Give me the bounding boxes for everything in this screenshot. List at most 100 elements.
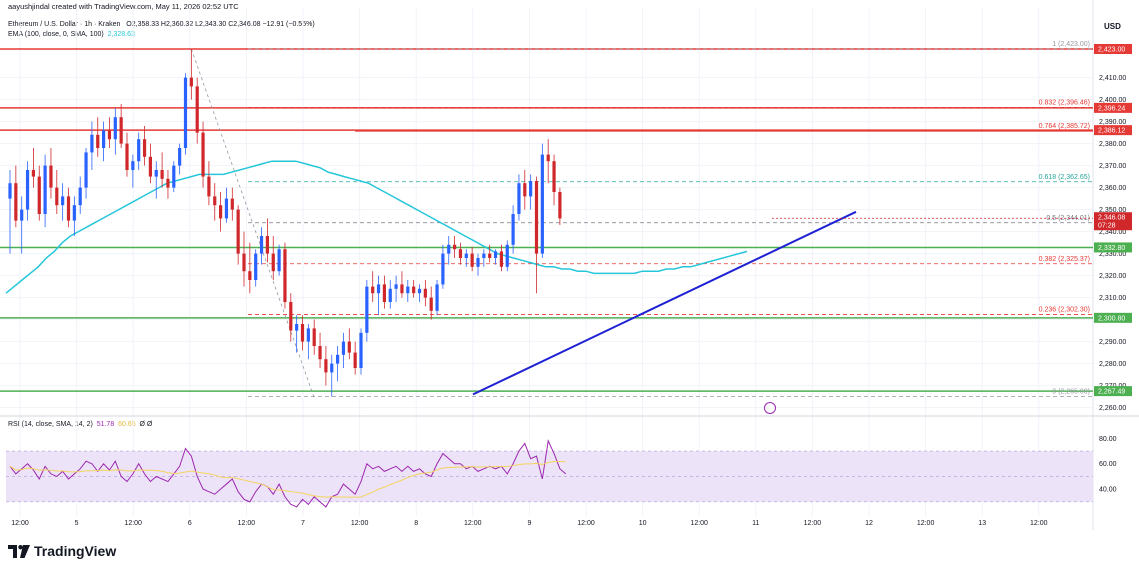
price-tag-bg — [1094, 242, 1132, 253]
candle-body — [371, 286, 375, 294]
candle-body — [300, 324, 305, 342]
fib-level-label: 0.236 (2,302.30) — [1039, 307, 1090, 314]
price-tick-label: 2,310.00 — [1099, 295, 1126, 302]
price-tick-label: 2,340.00 — [1099, 229, 1126, 236]
candle-body — [277, 249, 281, 272]
tradingview-logo-icon — [8, 544, 30, 558]
price-tag-bg — [1094, 312, 1132, 323]
fib-diagonal — [190, 48, 315, 397]
symbol-legend: Ethereum / U.S. Dollar · 1h · Kraken O2,… — [8, 21, 315, 28]
candle-body — [546, 154, 550, 162]
time-axis: 12:00 5 12:00 6 12:00 7 12:00 8 12:00 9 12:00 10 12:… — [11, 520, 1047, 527]
candle-body — [265, 236, 269, 254]
candle-body — [96, 134, 100, 148]
time-tick-label: 12 — [865, 520, 873, 527]
last-price-tag-bg — [1094, 212, 1132, 231]
time-tick-label: 12:00 — [804, 520, 822, 527]
candle-body — [31, 170, 35, 177]
candle-body — [464, 253, 468, 258]
price-tag-bg — [1094, 386, 1132, 397]
rsi-axis: 80.00 60.00 40.00 — [1099, 436, 1117, 494]
time-tick-label: 12:00 — [124, 520, 142, 527]
candle-body — [125, 143, 129, 170]
candle-body — [394, 284, 398, 289]
candle-body — [388, 288, 392, 302]
candle-body — [517, 183, 521, 214]
candle-body — [259, 236, 264, 254]
candle-body — [283, 249, 287, 302]
candle-body — [160, 170, 164, 179]
ohlc-values: O2,358.33 H2,360.32 L2,343.30 C2,346.08 … — [126, 21, 315, 28]
candle-body — [201, 132, 205, 177]
time-tick-label: 8 — [414, 520, 418, 527]
candle-body — [511, 214, 515, 245]
candle-body — [488, 253, 492, 258]
candle-body — [72, 205, 76, 221]
candle-body — [172, 165, 176, 188]
candle-body — [482, 253, 486, 258]
price-tick-label: 2,320.00 — [1099, 273, 1126, 280]
rsi-tick-label: 60.00 — [1099, 461, 1117, 468]
symbol-label[interactable]: Ethereum / U.S. Dollar · 1h · Kraken — [8, 21, 121, 28]
rsi-tick-label: 80.00 — [1099, 436, 1117, 443]
fibonacci-levels: 1 (2,423.00) 0.832 (2,396.46) 0.764 (2,385… — [248, 41, 1093, 398]
candle-body — [347, 341, 351, 353]
time-tick-label: 12:00 — [464, 520, 482, 527]
ema-legend[interactable]: EMA (100, close, 0, SMA, 100) 2,328.63 — [8, 31, 135, 38]
ema-value: 2,328.63 — [107, 31, 135, 38]
candle-body — [458, 249, 463, 258]
candle-body — [43, 165, 47, 214]
candle-body — [107, 130, 112, 140]
candle-body — [14, 183, 18, 221]
fib-level-label: 0.832 (2,396.46) — [1039, 99, 1090, 106]
candle-body — [254, 253, 258, 280]
candle-body — [37, 176, 41, 214]
candle-body — [412, 286, 416, 294]
price-tick-label: 2,370.00 — [1099, 163, 1126, 170]
candle-body — [178, 148, 182, 166]
candle-body — [61, 196, 65, 206]
candle-body — [376, 284, 381, 294]
candle-body — [312, 328, 316, 346]
candle-body — [499, 251, 503, 267]
candle-body — [142, 139, 147, 157]
price-tick-label: 2,390.00 — [1099, 119, 1126, 126]
candle-body — [55, 187, 59, 206]
candle-body — [166, 178, 170, 188]
candle-body — [540, 154, 544, 254]
price-tag-label: 2,423.00 — [1098, 47, 1125, 54]
time-tick-label: 7 — [301, 520, 305, 527]
rsi-legend[interactable]: RSI (14, close, SMA, 14, 2) 51.78 60.65 … — [8, 421, 152, 428]
candle-body — [406, 286, 410, 294]
candle-body — [365, 286, 369, 333]
support-resistance-lines — [0, 48, 1093, 392]
ema-label: EMA (100, close, 0, SMA, 100) — [8, 31, 104, 38]
candle-body — [131, 161, 135, 170]
tradingview-logo[interactable]: TradingView — [8, 543, 116, 559]
time-tick-label: 10 — [639, 520, 647, 527]
candle-body — [84, 152, 88, 188]
price-tick-label: 2,400.00 — [1099, 97, 1126, 104]
price-tag-label: 2,332.80 — [1098, 245, 1125, 252]
time-tick-label: 11 — [752, 520, 759, 527]
candle-body — [20, 209, 24, 221]
candle-body — [523, 183, 527, 197]
candle-body — [324, 359, 328, 373]
candle-body — [25, 170, 30, 210]
price-tag-label: 2,396.24 — [1098, 105, 1125, 112]
time-tick-label: 6 — [188, 520, 192, 527]
support-trendline — [472, 210, 857, 396]
candle-body — [341, 341, 346, 355]
candle-body — [423, 288, 427, 298]
candle-body — [119, 117, 123, 144]
candle-body — [493, 251, 498, 258]
price-tick-label: 2,330.00 — [1099, 251, 1126, 258]
candle-body — [359, 332, 363, 368]
time-tick-label: 12:00 — [917, 520, 935, 527]
candle-body — [113, 117, 117, 140]
rsi-band — [6, 450, 1093, 503]
price-tag-bg — [1094, 125, 1132, 136]
candle-body — [558, 192, 562, 219]
rsi-ma-value: 60.65 — [118, 421, 136, 428]
